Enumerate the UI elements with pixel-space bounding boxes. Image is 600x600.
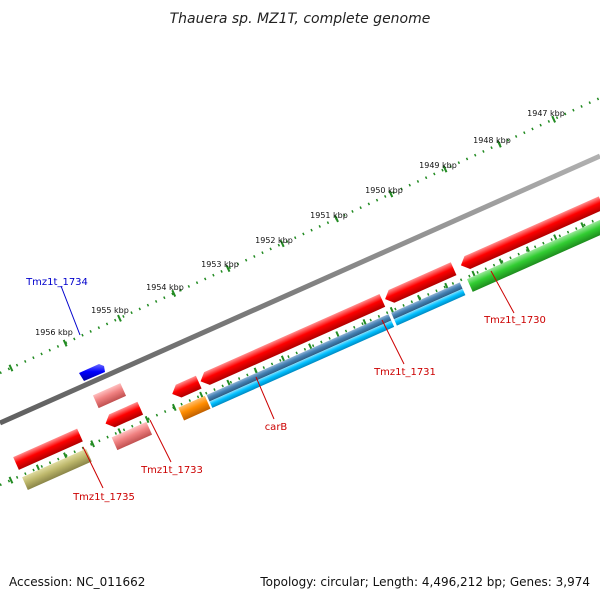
scale-label: 1947 kbp <box>527 109 565 118</box>
label-carb[interactable]: carB <box>265 422 288 433</box>
feature-orange-1733[interactable] <box>178 395 211 421</box>
feature-tracks <box>13 196 600 490</box>
scale-tick <box>62 339 68 347</box>
scale-tick <box>496 140 502 148</box>
scale-tick <box>144 415 150 424</box>
accession-text: Accession: NC_011662 <box>9 575 146 589</box>
leader-tmz1t-1730 <box>490 270 515 314</box>
feature-pink-1735[interactable] <box>111 421 153 451</box>
scale-tick <box>117 314 122 322</box>
gene-tmz1t-1731-cds[interactable] <box>382 262 457 305</box>
scale-tick <box>8 364 14 372</box>
scale-track-inner <box>0 216 600 487</box>
feature-green-1730[interactable] <box>467 216 600 292</box>
scale-label: 1948 kbp <box>473 136 511 145</box>
feature-khaki-1736[interactable] <box>22 448 92 490</box>
scale-label: 1951 kbp <box>310 211 348 220</box>
label-tmz1t-1730[interactable]: Tmz1t_1730 <box>483 315 546 326</box>
scale-major-ticks <box>8 115 557 372</box>
label-leaders <box>60 270 515 489</box>
scale-tick <box>8 476 14 484</box>
scale-label: 1949 kbp <box>419 161 457 170</box>
gene-tmz1t-1736[interactable] <box>13 428 83 470</box>
leader-tmz1t-1734 <box>60 285 81 336</box>
scale-tick <box>442 165 448 173</box>
label-tmz1t-1733[interactable]: Tmz1t_1733 <box>140 465 203 476</box>
leader-tmz1t-1733 <box>149 419 172 463</box>
leader-tmz1t-1735 <box>82 446 104 489</box>
scale-tick <box>90 440 96 448</box>
scale-label: 1955 kbp <box>91 306 129 315</box>
scale-tick <box>171 289 177 298</box>
genome-backbone <box>0 153 600 426</box>
inner-major-ticks <box>8 222 586 484</box>
cds-track-forward <box>13 196 600 470</box>
gene-tmz1t-1730-cds[interactable] <box>458 196 600 271</box>
leader-carb <box>255 376 275 420</box>
gene-tmz1t-1735-cds[interactable] <box>103 401 144 430</box>
scale-label: 1956 kbp <box>35 328 73 337</box>
topology-text: Topology: circular; Length: 4,496,212 bp… <box>260 575 590 589</box>
scale-label: 1952 kbp <box>255 236 293 245</box>
scale-tick <box>225 264 231 273</box>
scale-label: 1953 kbp <box>201 260 239 269</box>
scale-tick <box>334 215 339 223</box>
annotation-track <box>22 216 600 490</box>
label-tmz1t-1735[interactable]: Tmz1t_1735 <box>72 492 135 503</box>
gene-tmz1t-1733-cds[interactable] <box>169 375 202 401</box>
scale-labels: 1947 kbp 1948 kbp 1949 kbp 1950 kbp 1951… <box>35 109 565 337</box>
feature-steel-carb[interactable] <box>206 314 392 402</box>
gene-carb-cds[interactable] <box>198 294 386 388</box>
scale-tick <box>388 190 394 198</box>
map-title: Thauera sp. MZ1T, complete genome <box>170 11 431 27</box>
feature-cyan-1731[interactable] <box>394 288 466 326</box>
scale-tick <box>279 239 285 248</box>
gene-tmz1t-1734[interactable] <box>79 364 105 381</box>
label-tmz1t-1731[interactable]: Tmz1t_1731 <box>373 367 436 378</box>
leader-tmz1t-1731 <box>381 319 405 365</box>
feature-cyan-carb[interactable] <box>209 320 395 408</box>
scale-tick <box>171 403 177 412</box>
scale-label: 1950 kbp <box>365 186 403 195</box>
label-tmz1t-1734[interactable]: Tmz1t_1734 <box>25 277 88 288</box>
feature-pink-1734[interactable] <box>92 383 127 409</box>
scale-tick <box>551 115 557 123</box>
scale-label: 1954 kbp <box>146 283 184 292</box>
feature-steel-1731[interactable] <box>391 282 463 320</box>
